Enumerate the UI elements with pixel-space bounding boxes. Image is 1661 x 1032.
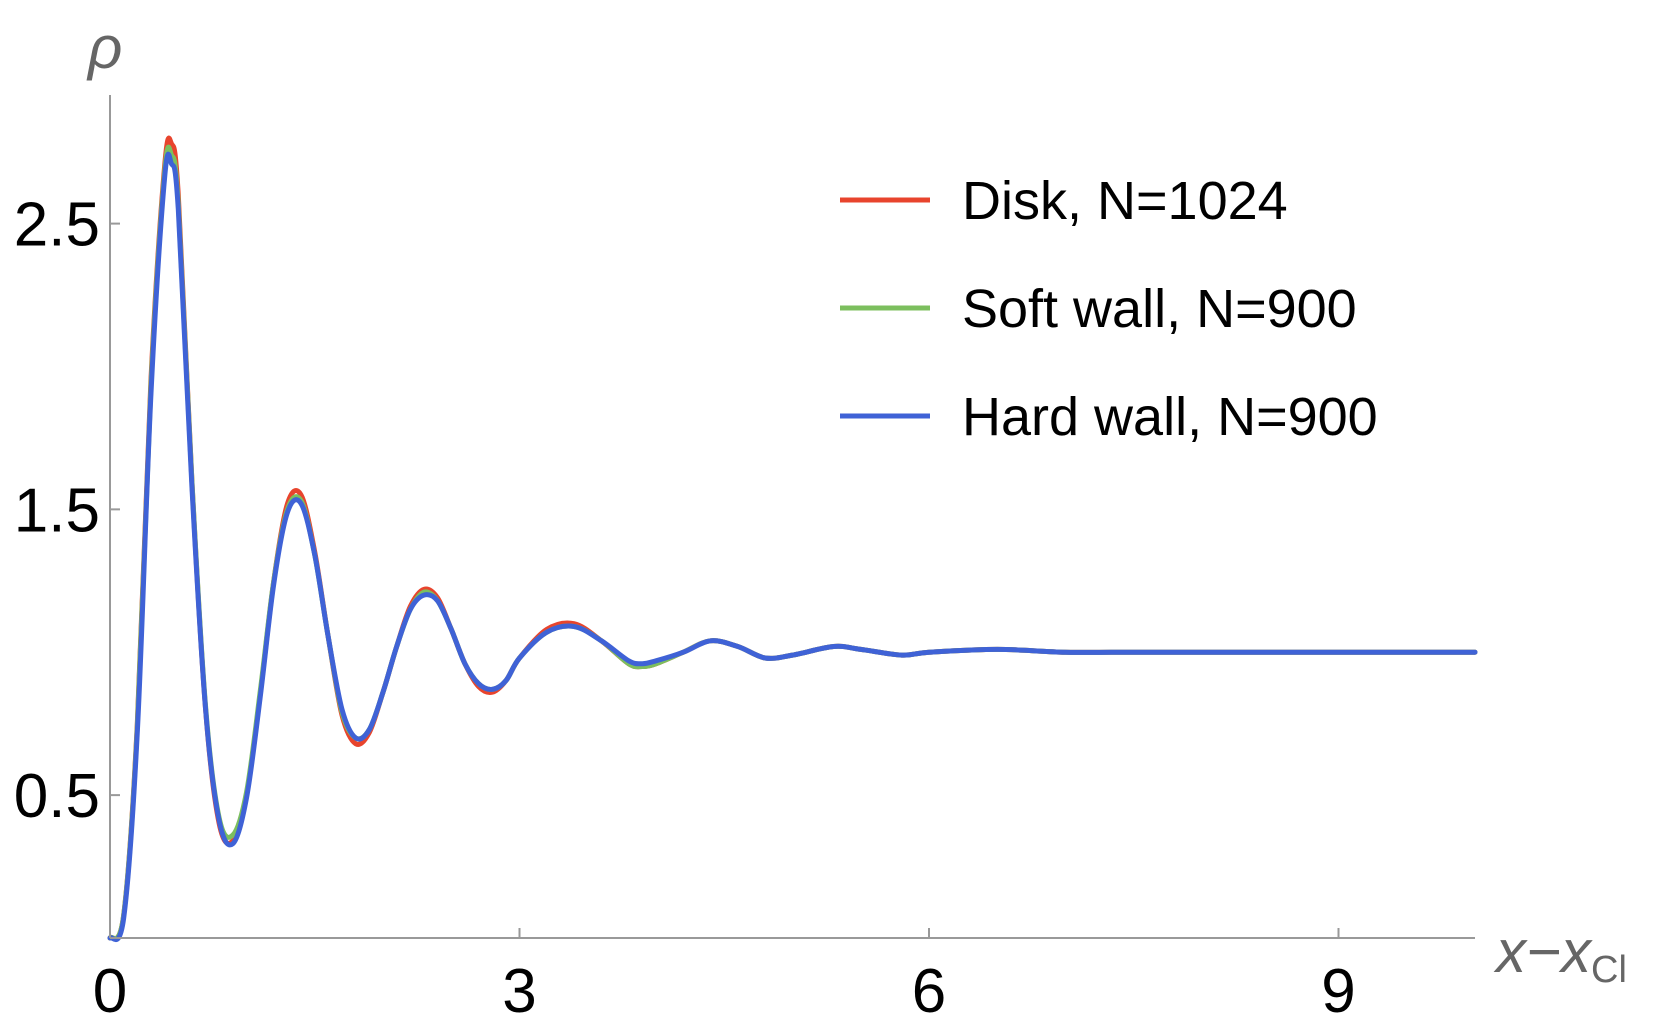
x-tick-label: 3: [502, 957, 536, 1026]
x-axis-label-subscript: Cl: [1591, 949, 1627, 991]
series-layer: [107, 135, 1478, 943]
y-tick-label: 2.5: [14, 191, 100, 260]
x-axis-label: x−xCl: [1493, 918, 1627, 991]
x-tick-label: 9: [1321, 957, 1355, 1026]
x-axis-label-main: x−x: [1493, 918, 1593, 985]
y-tick-label: 0.5: [14, 762, 100, 831]
legend-label: Hard wall, N=900: [962, 387, 1378, 447]
legend-label: Disk, N=1024: [962, 171, 1288, 231]
series-line-disk-n1024: [107, 135, 1478, 942]
ticks-layer: 0 3 6 9 0.5 1.5 2.5: [14, 191, 1356, 1026]
x-tick-label: 6: [912, 957, 946, 1026]
legend-label: Soft wall, N=900: [962, 279, 1357, 339]
axes-layer: [109, 95, 1475, 939]
x-tick-label: 0: [93, 957, 127, 1026]
series-line-hard-wall-n900: [107, 151, 1478, 943]
y-tick-label: 1.5: [14, 476, 100, 545]
y-axis-label: ρ: [86, 14, 122, 81]
legend: Disk, N=1024 Soft wall, N=900 Hard wall, N…: [840, 171, 1378, 447]
